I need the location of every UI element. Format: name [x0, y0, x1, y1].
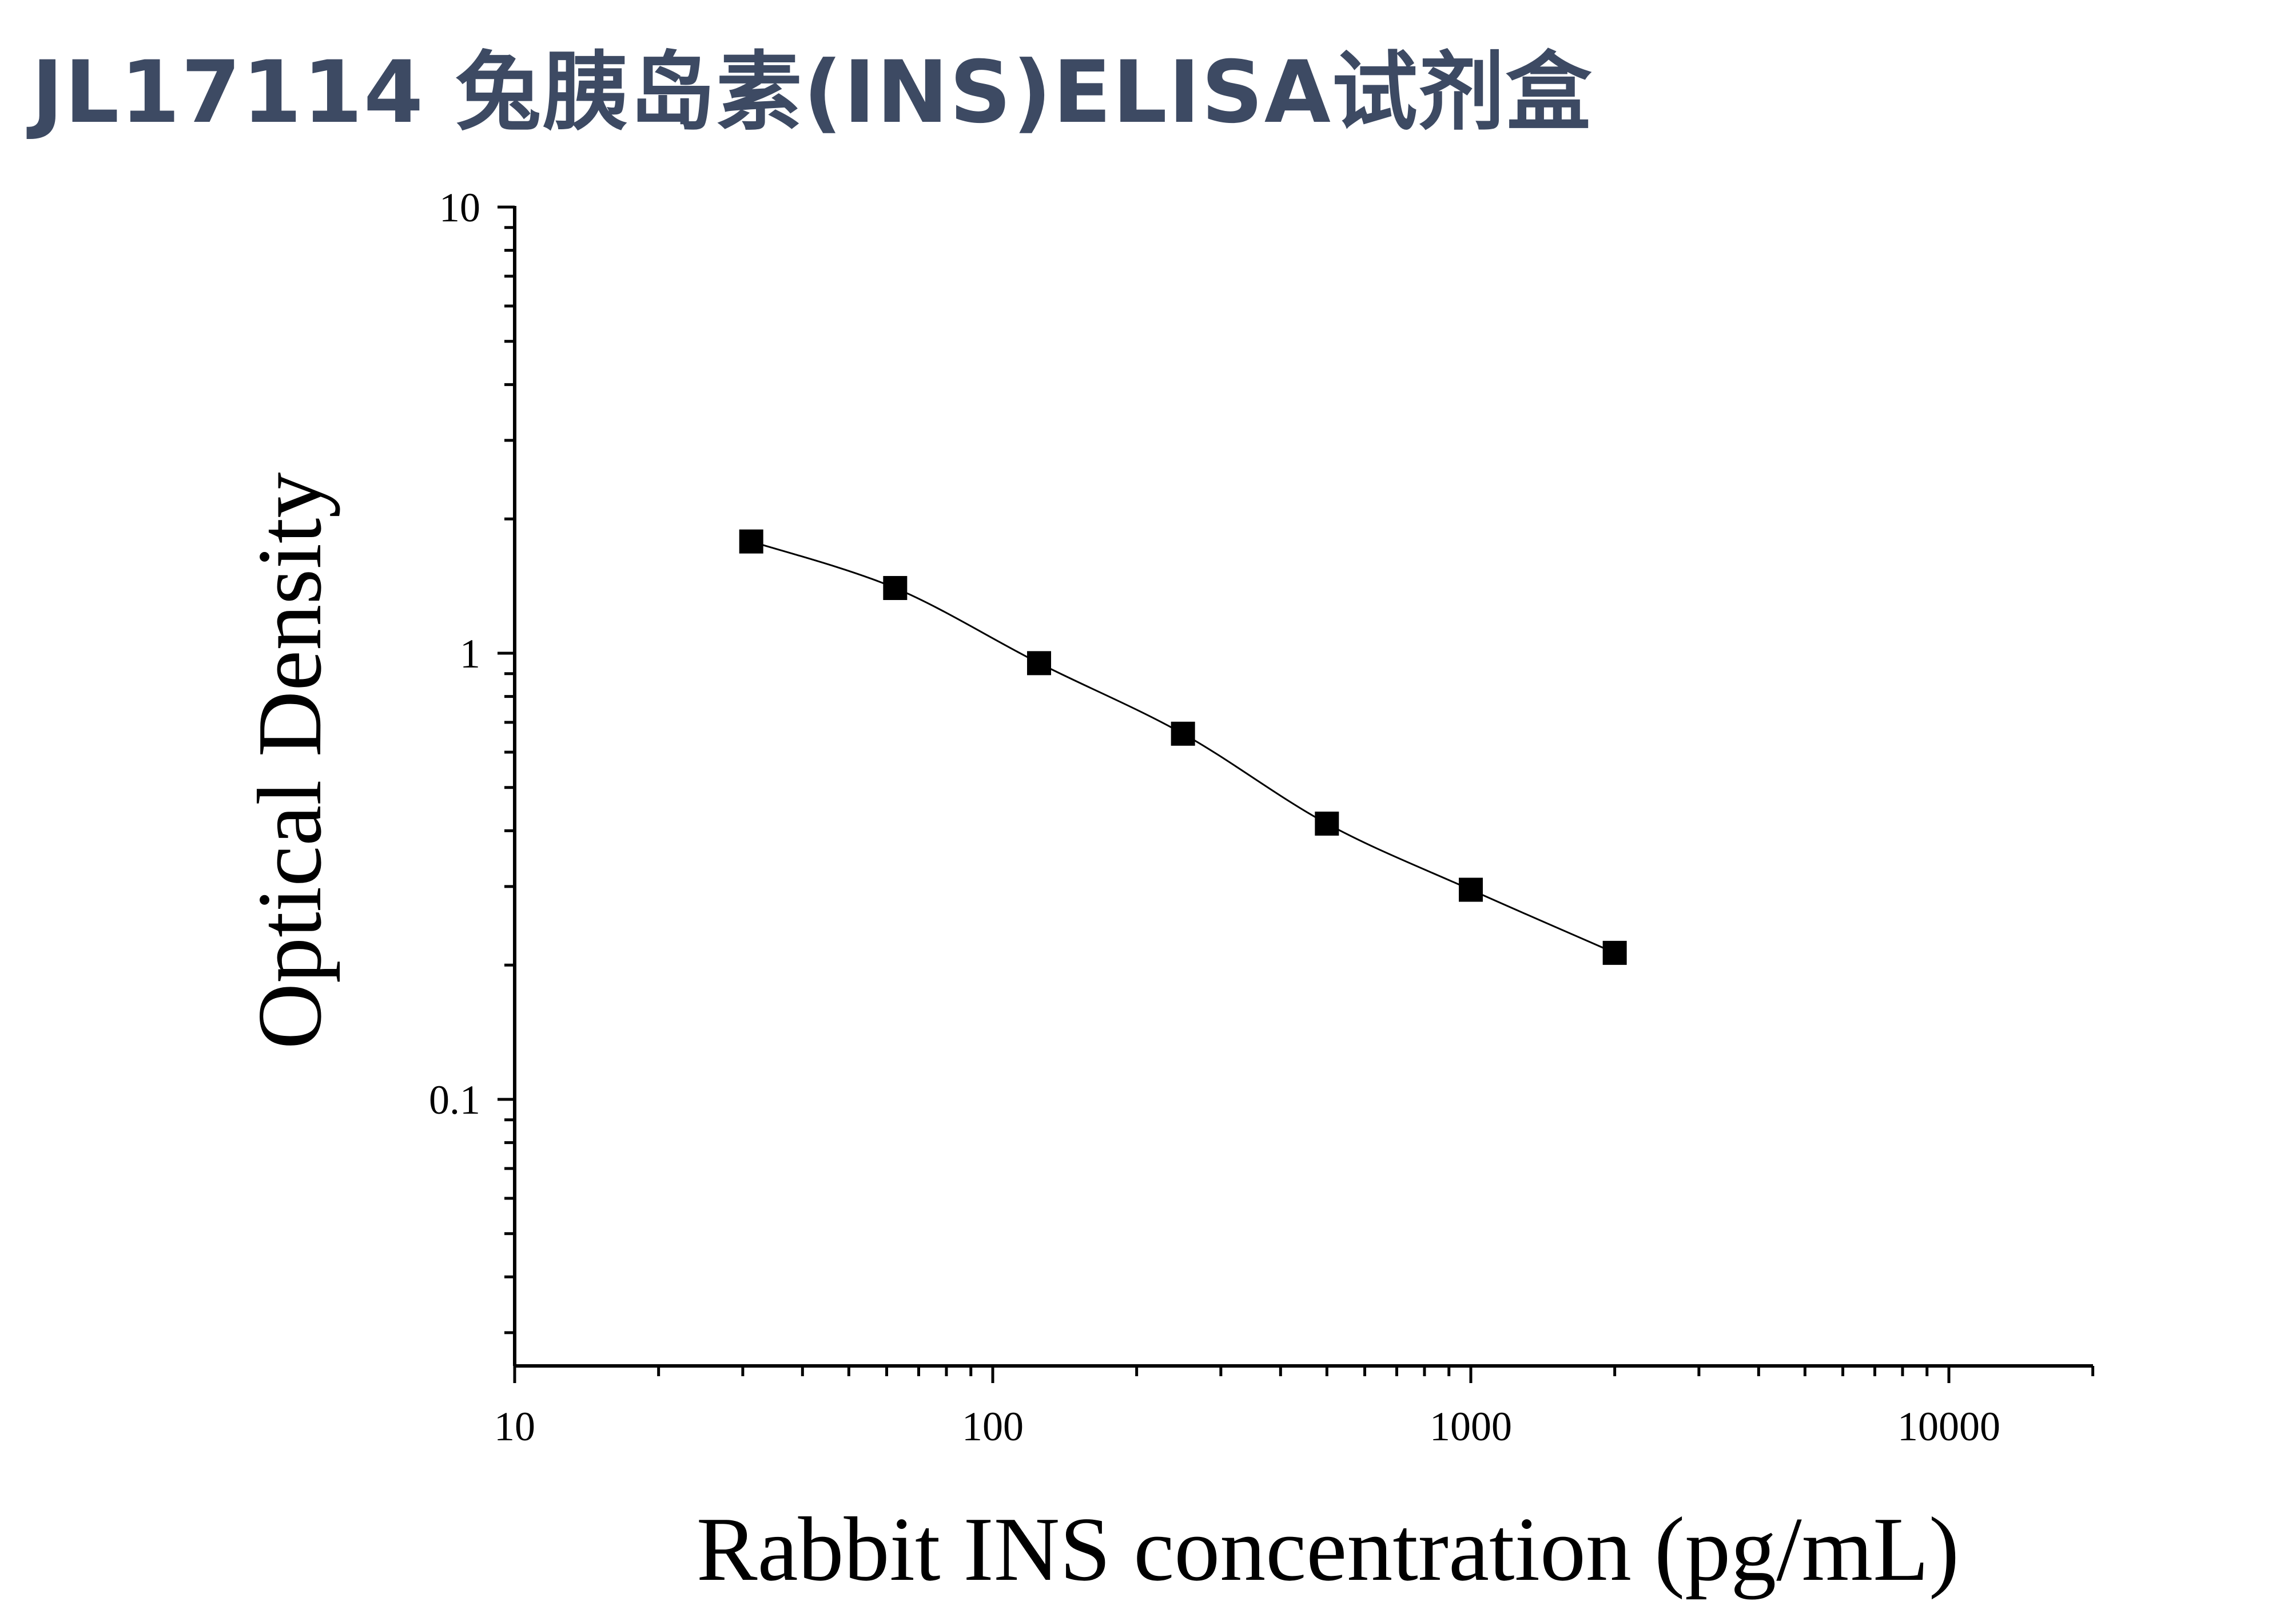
x-tick-label: 100	[962, 1404, 1024, 1449]
y-tick-label: 0.1	[429, 1077, 480, 1123]
x-tick-label: 1000	[1430, 1404, 1512, 1449]
data-point	[1602, 940, 1627, 965]
data-point	[883, 576, 908, 601]
data-point	[1027, 651, 1052, 676]
data-point	[1315, 811, 1339, 836]
x-tick-label: 10000	[1897, 1404, 2000, 1449]
y-axis-label: Optical Density	[238, 472, 340, 1050]
x-axis-ticks	[513, 1366, 2095, 1383]
y-tick-label: 1	[460, 631, 480, 677]
fit-curve	[751, 541, 1615, 954]
data-points	[739, 529, 1627, 965]
page-title: JL17114 兔胰岛素(INS)ELISA试剂盒	[31, 43, 1593, 142]
y-axis-ticks	[498, 205, 515, 1334]
x-tick-label: 10	[494, 1404, 535, 1449]
data-point	[1171, 721, 1195, 746]
x-axis-label: Rabbit INS concentration (pg/mL)	[697, 1498, 1959, 1600]
y-tick-label: 10	[439, 185, 480, 231]
y-axis-tick-labels: 0.1 1 10	[429, 185, 480, 1123]
x-axis-tick-labels: 10 100 1000 10000	[494, 1404, 2000, 1449]
data-point	[1459, 877, 1483, 902]
fit-curve-group	[751, 541, 1615, 954]
data-point	[739, 529, 763, 554]
chart-axes	[513, 206, 2093, 1368]
